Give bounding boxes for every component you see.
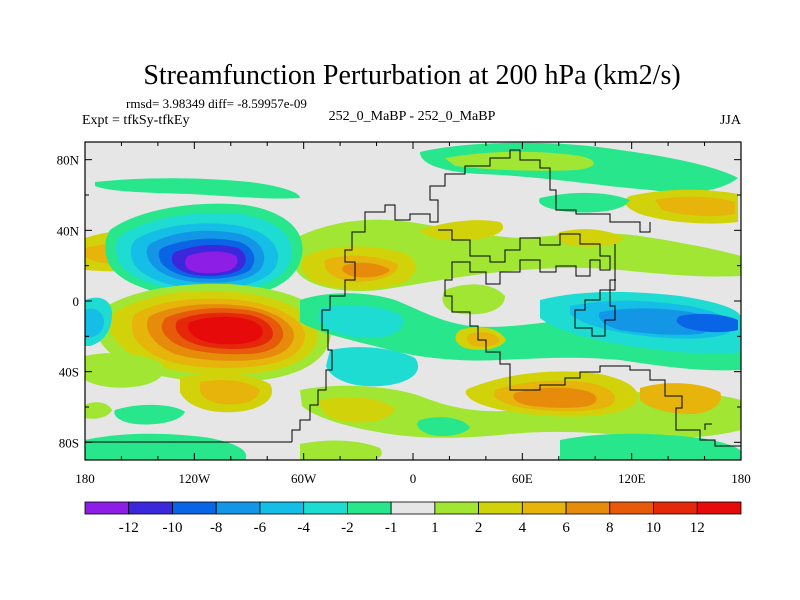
colorbar-swatch — [303, 501, 348, 515]
south-midlat-band — [300, 371, 741, 438]
colorbar-swatch — [653, 501, 698, 515]
colorbar-swatch — [609, 501, 654, 515]
south-pacific-features — [85, 297, 273, 425]
y-tick-label: 80N — [57, 153, 80, 168]
negative-vortex-pacific — [105, 203, 303, 299]
colorbar-label: -4 — [297, 520, 310, 536]
colorbar-label: 10 — [646, 520, 661, 536]
colorbar-swatch — [259, 501, 305, 515]
colorbar-label: -8 — [210, 520, 223, 536]
stats-label: rmsd= 3.98349 diff= -8.59957e-09 — [126, 96, 307, 111]
colorbar-label: -1 — [385, 520, 398, 536]
x-axis: 180 120W 60W 0 60E 120E 180 — [75, 142, 751, 486]
colorbar-label: 6 — [562, 520, 570, 536]
colorbar-swatch — [434, 501, 480, 515]
x-tick-label: 60W — [291, 471, 317, 486]
y-tick-label: 40S — [59, 365, 79, 380]
colorbar-label: -12 — [119, 520, 139, 536]
tropical-band — [300, 284, 741, 387]
colorbar-swatch — [696, 501, 742, 515]
high-lat-south-blobs — [85, 433, 741, 460]
colorbar-swatch — [478, 501, 523, 515]
y-axis: 80N 40N 0 40S 80S — [57, 153, 741, 450]
coastline-africa — [438, 229, 741, 447]
colorbar-swatch — [521, 501, 567, 515]
colorbar-label: 2 — [475, 520, 483, 536]
positive-vortex-pacific — [95, 283, 331, 383]
colorbar-swatch — [565, 501, 611, 515]
chart-title: Streamfunction Perturbation at 200 hPa (… — [143, 60, 680, 91]
coastline-asia — [574, 244, 616, 337]
experiment-label: Expt = tfkSy-tfkEy — [82, 113, 189, 128]
colorbar-label: 1 — [431, 520, 439, 536]
x-tick-label: 120E — [618, 471, 646, 486]
y-tick-label: 80S — [59, 435, 79, 450]
colorbar-label: -6 — [254, 520, 267, 536]
x-tick-label: 0 — [410, 471, 417, 486]
colorbar-swatch — [128, 501, 173, 515]
colorbar-label: -10 — [162, 520, 182, 536]
contour-fill — [85, 142, 741, 460]
season-label: JJA — [720, 113, 742, 128]
colorbar-label: 4 — [519, 520, 527, 536]
colorbar-swatch — [172, 501, 217, 515]
colorbar-swatch — [84, 501, 130, 515]
x-tick-label: 180 — [731, 471, 751, 486]
colorbar: -12 -10 -8 -6 -4 -2 -1 1 2 4 6 8 10 12 — [84, 501, 742, 536]
colorbar-swatch — [215, 501, 261, 515]
plot-area — [84, 141, 742, 461]
y-tick-label: 0 — [73, 294, 80, 309]
case-label: 252_0_MaBP - 252_0_MaBP — [329, 109, 496, 124]
y-tick-label: 40N — [57, 223, 80, 238]
x-tick-label: 120W — [178, 471, 211, 486]
coastline-australia — [704, 423, 712, 430]
colorbar-label: 8 — [606, 520, 614, 536]
x-tick-label: 180 — [75, 471, 95, 486]
coastline — [85, 149, 741, 447]
coastline-americas — [291, 149, 651, 442]
colorbar-label: 12 — [690, 520, 705, 536]
colorbar-swatch — [346, 501, 392, 515]
x-tick-label: 60E — [512, 471, 533, 486]
colorbar-swatch — [390, 501, 436, 515]
colorbar-label: -2 — [341, 520, 354, 536]
